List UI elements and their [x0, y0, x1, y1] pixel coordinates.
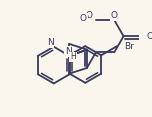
- Text: H: H: [70, 52, 76, 61]
- Text: O: O: [80, 14, 87, 23]
- Text: Br: Br: [124, 42, 134, 51]
- Text: H: H: [69, 51, 75, 60]
- Text: O: O: [81, 13, 89, 22]
- Text: O: O: [147, 32, 152, 41]
- Text: O: O: [85, 11, 92, 20]
- Text: N: N: [64, 46, 71, 55]
- Text: N: N: [47, 38, 54, 47]
- Text: O: O: [111, 11, 118, 20]
- Text: N: N: [65, 47, 72, 56]
